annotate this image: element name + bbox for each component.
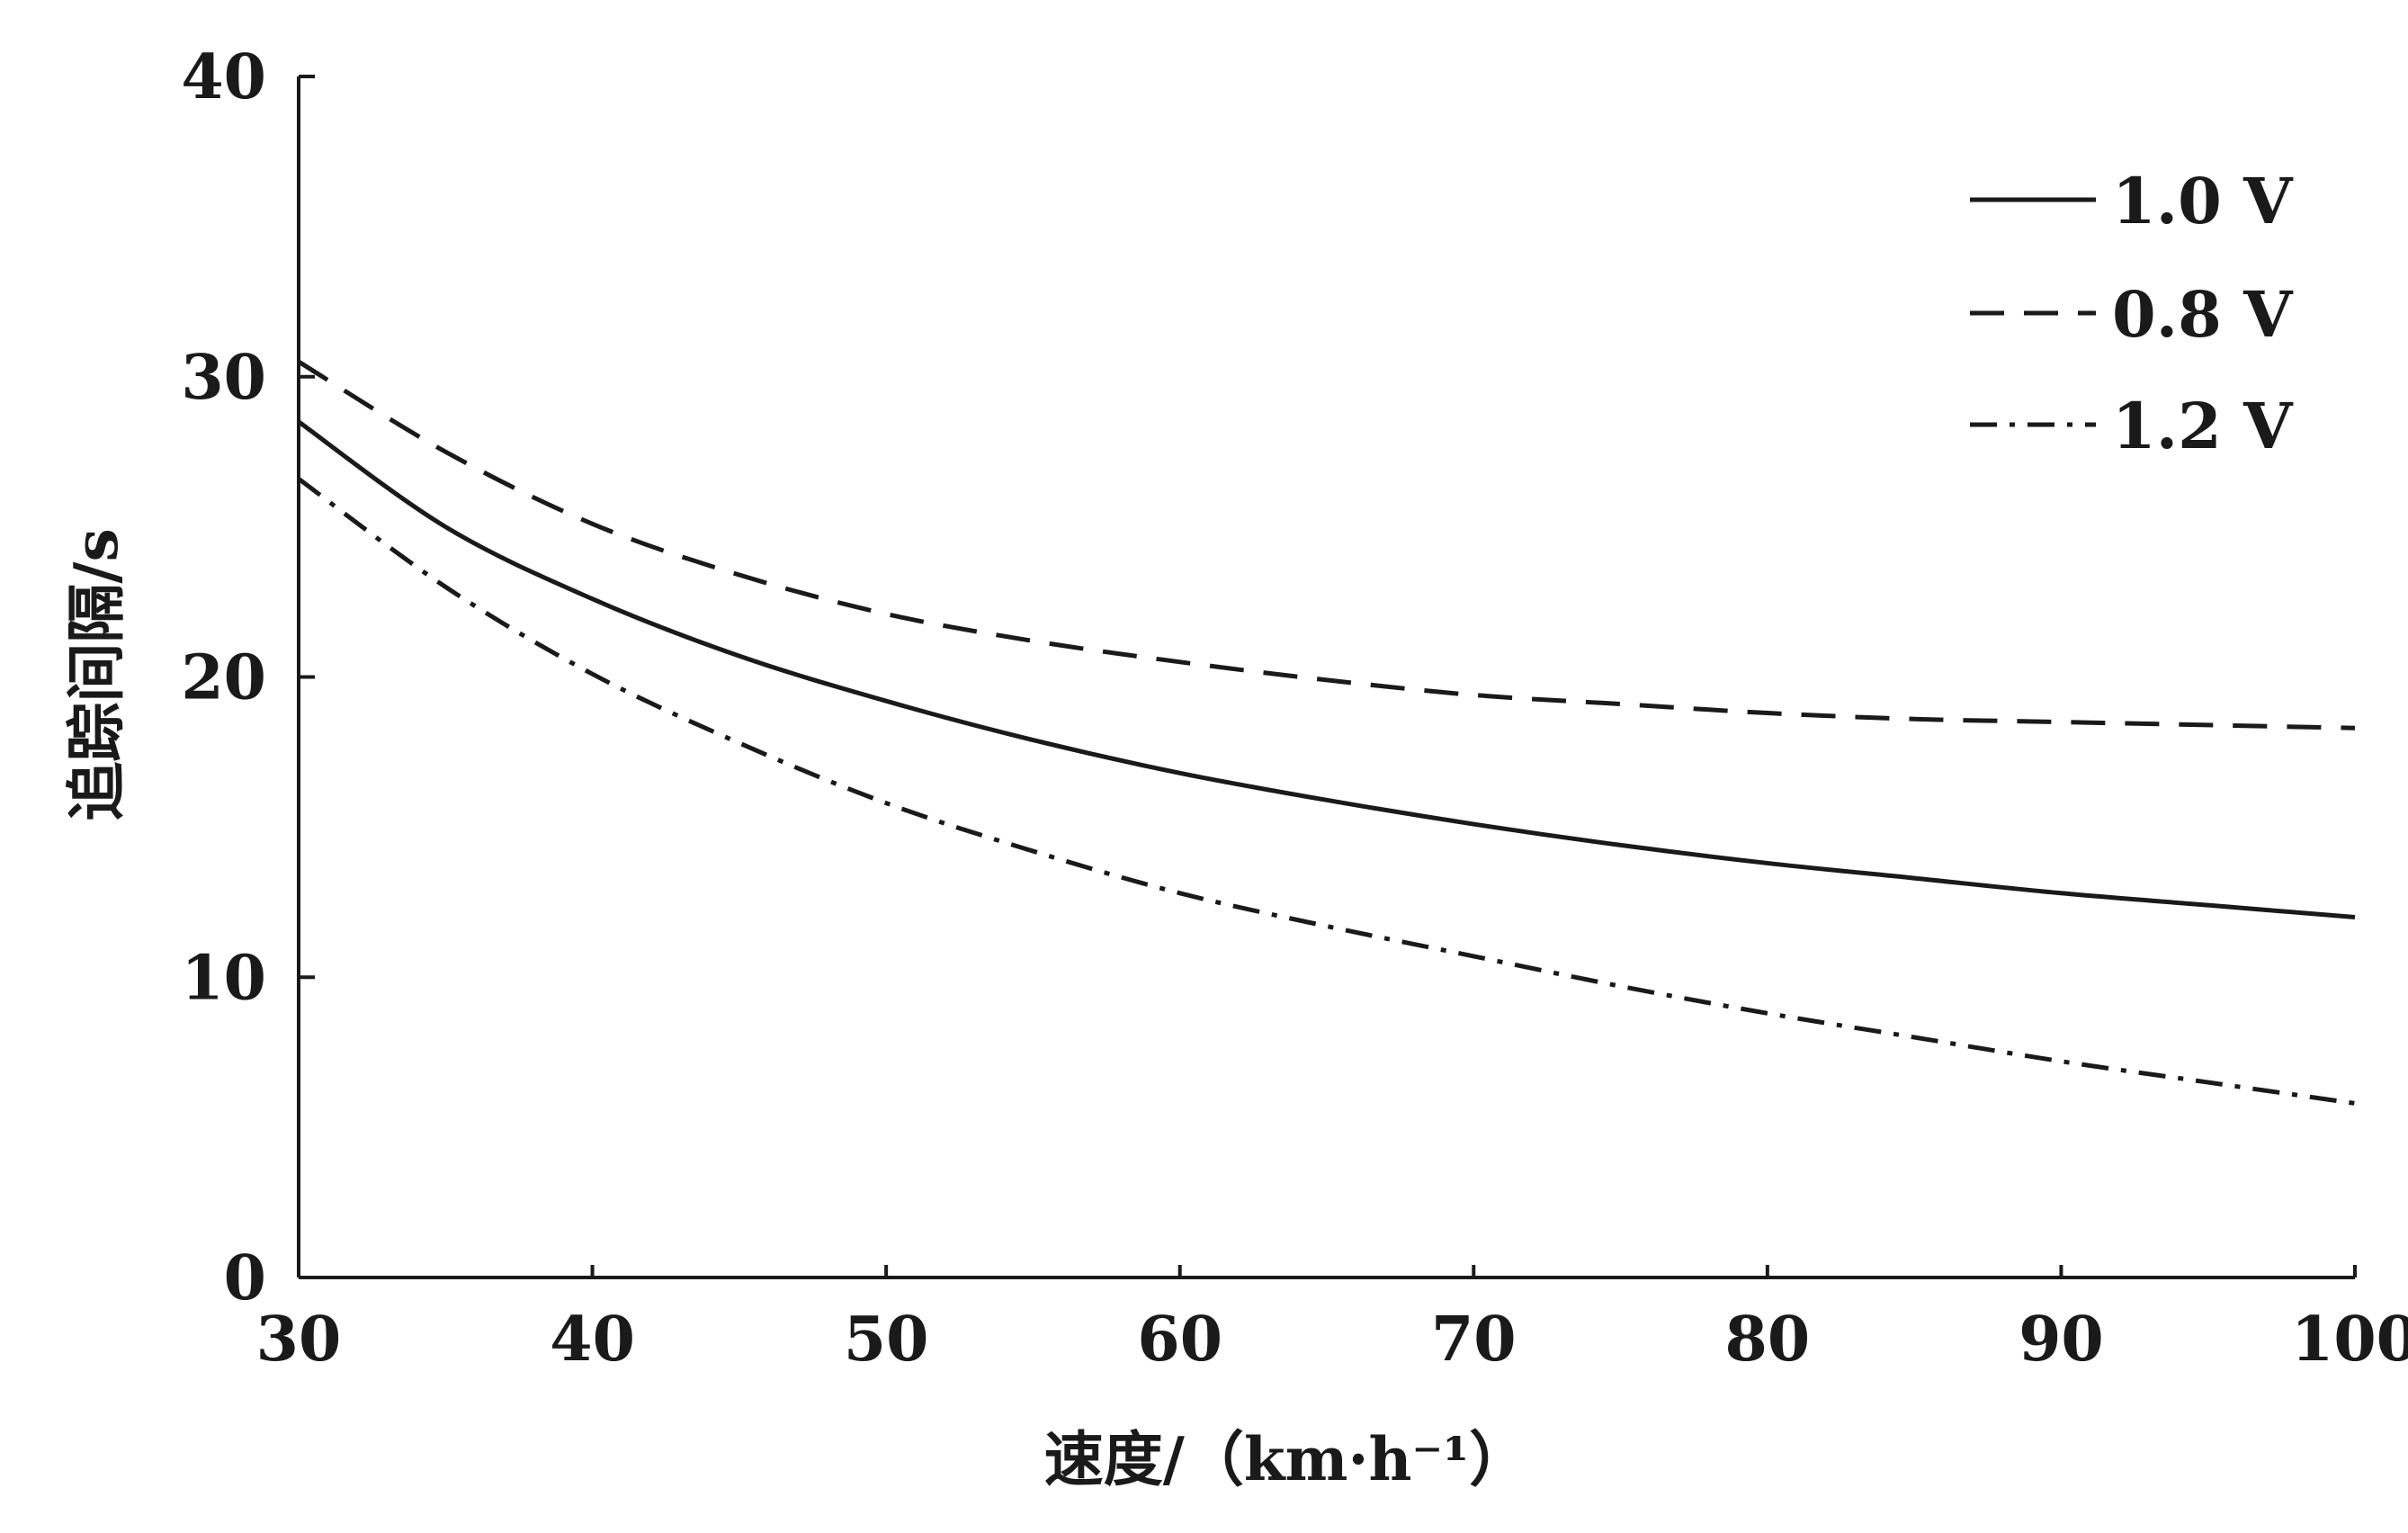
legend: 1.0 V 0.8 V 1.2 V bbox=[1970, 164, 2294, 463]
y-axis-title: 追踪间隔/s bbox=[61, 528, 131, 820]
series-line-1-0-v bbox=[297, 419, 2356, 919]
series-line-1-2-v bbox=[297, 477, 2356, 1106]
x-tick-label: 50 bbox=[844, 1304, 929, 1376]
y-tick-label: 30 bbox=[181, 342, 266, 414]
x-tick-label: 40 bbox=[550, 1304, 635, 1376]
x-axis-title: 速度/（km·h⁻¹） bbox=[1044, 1424, 1528, 1494]
series-group bbox=[297, 359, 2356, 1106]
x-tick-label: 70 bbox=[1431, 1304, 1517, 1376]
x-tick-label: 90 bbox=[2019, 1304, 2104, 1376]
series-line-0-8-v bbox=[297, 359, 2356, 731]
x-tick-label: 60 bbox=[1137, 1304, 1222, 1376]
x-tick-label: 80 bbox=[1725, 1304, 1811, 1376]
y-tick-label: 0 bbox=[224, 1242, 266, 1314]
legend-label: 1.2 V bbox=[2112, 389, 2294, 463]
x-tick-label: 30 bbox=[256, 1304, 342, 1376]
x-tick-label: 100 bbox=[2291, 1304, 2408, 1376]
y-tick-label: 20 bbox=[181, 642, 266, 714]
legend-label: 1.0 V bbox=[2112, 164, 2294, 238]
legend-label: 0.8 V bbox=[2112, 277, 2294, 352]
ticks: 30 40 50 60 70 80 90 100 0 10 20 30 40 bbox=[181, 41, 2408, 1376]
axes bbox=[297, 76, 2355, 1279]
y-tick-label: 10 bbox=[181, 942, 266, 1014]
y-tick-label: 40 bbox=[181, 41, 266, 113]
